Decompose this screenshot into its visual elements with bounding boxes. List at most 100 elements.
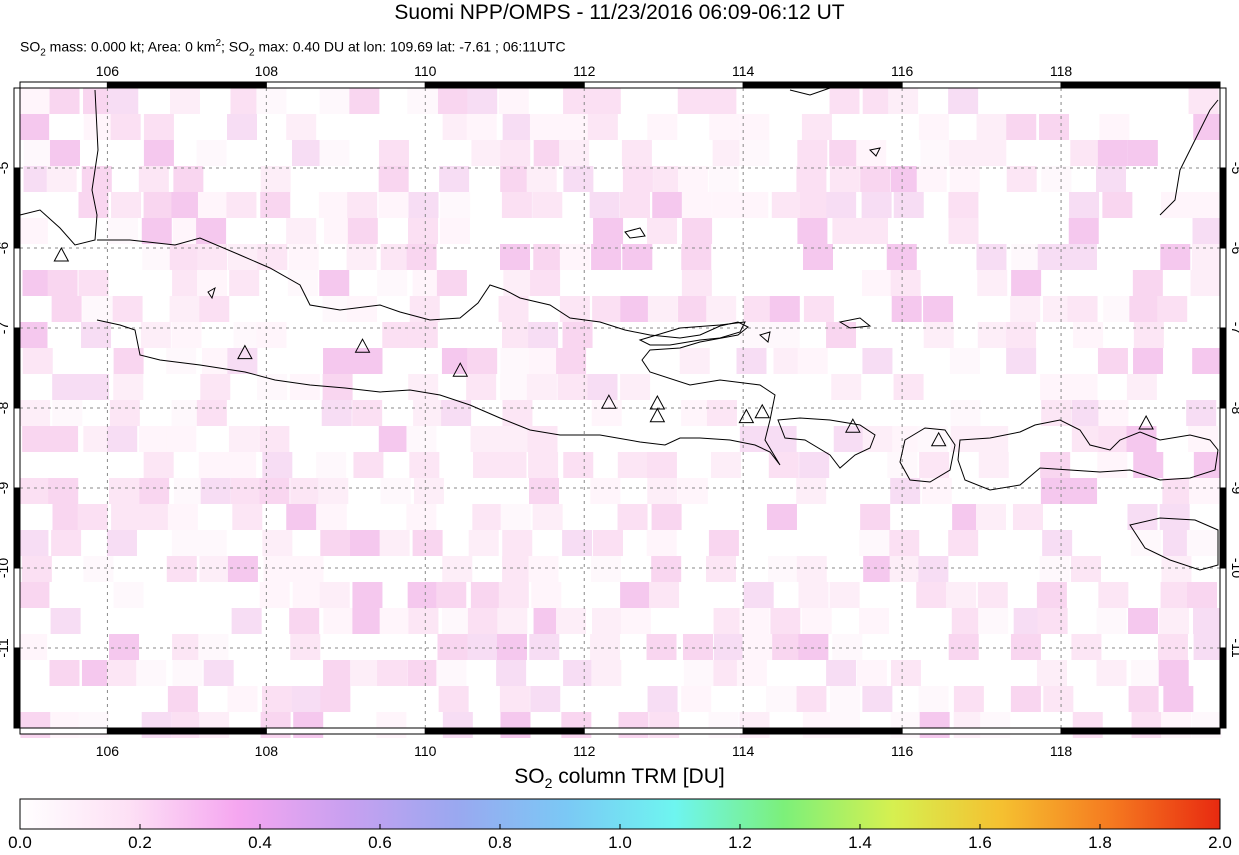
so2-pixel [1043,686,1074,712]
so2-pixel [1096,660,1127,686]
so2-pixel [138,166,169,192]
frame-segment-left [13,167,21,249]
so2-pixel [1160,582,1191,608]
so2-pixel [590,478,621,504]
so2-pixel [199,556,230,582]
so2-pixel [797,140,828,166]
so2-mass-label: SO [20,38,41,55]
so2-pixel [647,296,678,322]
so2-pixel [437,634,468,660]
so2-pixel [916,166,947,192]
so2-pixel [826,660,857,686]
so2-pixel [710,452,741,478]
so2-pixel [530,686,561,712]
so2-pixel [319,270,350,296]
so2-pixel [1098,582,1129,608]
frame-segment-right [1219,407,1227,489]
so2-pixel [646,530,677,556]
lon-label-bottom: 116 [891,743,914,759]
so2-pixel [261,686,292,712]
so2-pixel [496,660,527,686]
so2-pixel [17,634,48,660]
so2-pixel [109,400,140,426]
so2-pixel [859,530,890,556]
so2-pixel [466,374,497,400]
so2-pixel [647,114,678,140]
so2-pixel [502,556,533,582]
so2-pixel [796,556,827,582]
so2-pixel [646,452,677,478]
colorbar-title-main: SO [514,765,545,788]
so2-pixel [948,218,979,244]
so2-pixel [442,608,473,634]
volcano-marker [601,394,617,409]
so2-pixel [172,660,203,686]
so2-pixel [563,660,594,686]
so2-pixel [203,660,234,686]
so2-pixel [262,452,293,478]
so2-pixel [1133,348,1164,374]
so2-pixel [706,400,737,426]
so2-pixel [951,608,982,634]
so2-pixel [802,244,833,270]
so2-pixel [260,192,291,218]
so2-pixel [263,556,294,582]
so2-pixel [706,296,737,322]
so2-pixel [167,686,198,712]
so2-pixel [801,608,832,634]
so2-pixel [1157,296,1188,322]
so2-pixel [227,114,258,140]
so2-pixel [712,140,743,166]
so2-pixel [528,556,559,582]
so2-pixel [682,218,713,244]
so2-pixel [920,140,951,166]
lon-label-top: 106 [96,63,120,79]
frame-segment-top [583,81,744,89]
so2-pixel [500,140,531,166]
so2-pixel [890,660,921,686]
so2-pixel [770,608,801,634]
so2-pixel [1193,114,1224,140]
so2-pixel [709,114,740,140]
so2-pixel-layer [17,88,1224,738]
so2-pixel [1193,452,1224,478]
so2-pixel [442,556,473,582]
so2-pixel [832,634,863,660]
volcano-marker [452,362,469,377]
so2-pixel [557,374,588,400]
volcano-marker [53,246,70,262]
so2-pixel [50,608,81,634]
so2-pixel [978,452,1009,478]
so2-pixel [197,192,228,218]
so2-pixel [803,296,834,322]
so2-pixel [436,582,467,608]
so2-pixel [919,452,950,478]
so2-pixel [1132,270,1163,296]
so2-pixel [1067,374,1098,400]
so2-pixel [587,374,618,400]
so2-pixel [171,322,202,348]
lat-label-left: -6 [0,242,11,255]
area-sup: 2 [215,38,221,49]
so2-pixel [949,348,980,374]
so2-pixel [51,530,82,556]
colorbar-title: SO2 column TRM [DU] [0,764,1239,796]
so2-pixel [830,686,861,712]
so2-pixel [292,582,323,608]
so2-pixel [1006,322,1037,348]
so2-pixel [439,166,470,192]
so2-pixel [409,296,440,322]
frame-segment-right [1219,167,1227,249]
so2-pixel [533,140,564,166]
lat-label-left: -10 [0,558,11,578]
map-subtitle: SO2 mass: 0.000 kt; Area: 0 km2; SO2 max… [20,36,566,61]
so2-pixel [948,530,979,556]
so2-pixel [502,530,533,556]
so2-sub-2: 2 [249,47,255,59]
so2-pixel [619,192,650,218]
so2-pixel [1036,660,1067,686]
colorbar-title-rest: column TRM [DU] [552,765,725,788]
so2-pixel [677,478,708,504]
so2-pixel [1189,478,1220,504]
so2-pixel [620,582,651,608]
